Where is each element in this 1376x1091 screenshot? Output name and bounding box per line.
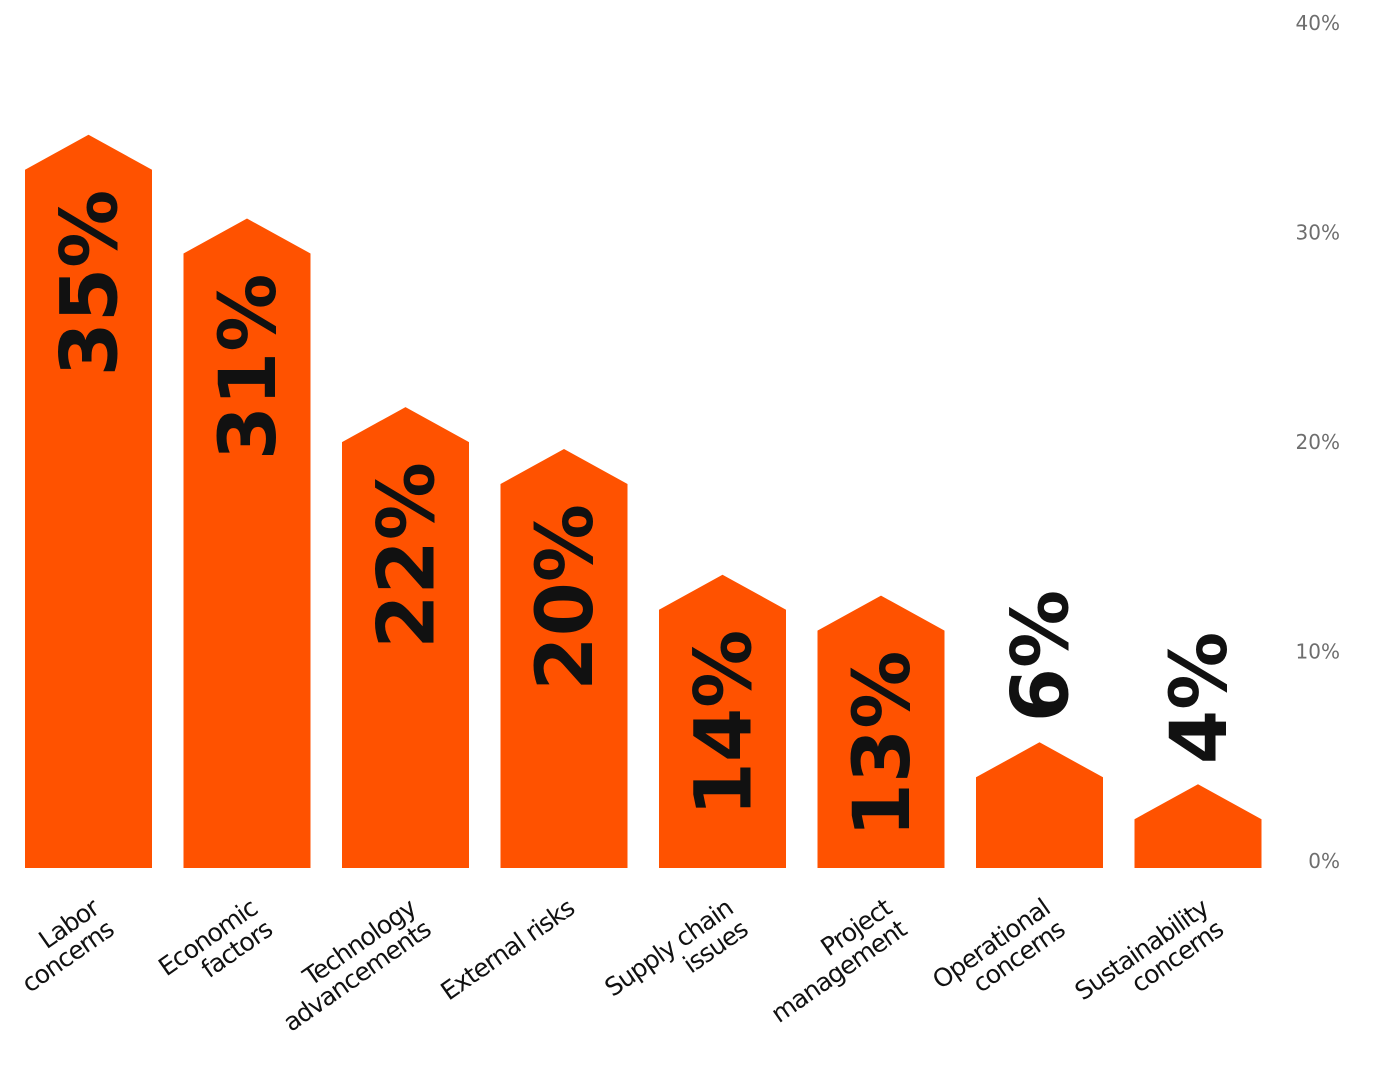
value-label: 35% (46, 190, 136, 377)
bar (183, 218, 311, 869)
y-axis: 0% 10% 20% 30% 40% (1296, 11, 1340, 873)
bar (817, 595, 945, 868)
bars-layer (25, 134, 1262, 869)
bar (25, 134, 152, 868)
category-label: Laborconcerns (2, 892, 121, 998)
category-label: External risks (435, 893, 579, 1006)
category-labels-layer: Laborconcerns Economicfactors Technologyad… (2, 892, 1230, 1037)
value-labels-layer: 35% 31% 22% 20% 14% 13% 6% 4% (46, 190, 1246, 838)
category-label: Economicfactors (153, 893, 277, 1003)
category-label: Technologyadvancements (263, 892, 437, 1037)
value-label: 20% (521, 504, 611, 691)
bar (500, 449, 628, 868)
category-label: Supply chainissues (599, 893, 752, 1023)
value-label: 6% (997, 590, 1087, 722)
y-tick-label: 10% (1296, 640, 1340, 664)
bar (1134, 784, 1262, 868)
y-tick-label: 0% (1308, 849, 1340, 873)
bar (342, 407, 469, 868)
value-label: 13% (838, 651, 928, 838)
bar (976, 742, 1103, 868)
y-tick-label: 30% (1296, 221, 1340, 245)
y-tick-label: 40% (1296, 11, 1340, 35)
category-label-line: External risks (435, 893, 579, 1006)
category-label: Sustainabilityconcerns (1070, 892, 1230, 1027)
value-label: 22% (363, 462, 453, 649)
category-label: Operationalconcerns (927, 893, 1070, 1016)
category-label: Projectmanagement (751, 892, 913, 1028)
bar (659, 574, 786, 868)
value-label: 14% (680, 630, 770, 817)
value-label: 31% (204, 274, 294, 461)
y-tick-label: 20% (1296, 430, 1340, 454)
value-label: 4% (1155, 632, 1245, 764)
